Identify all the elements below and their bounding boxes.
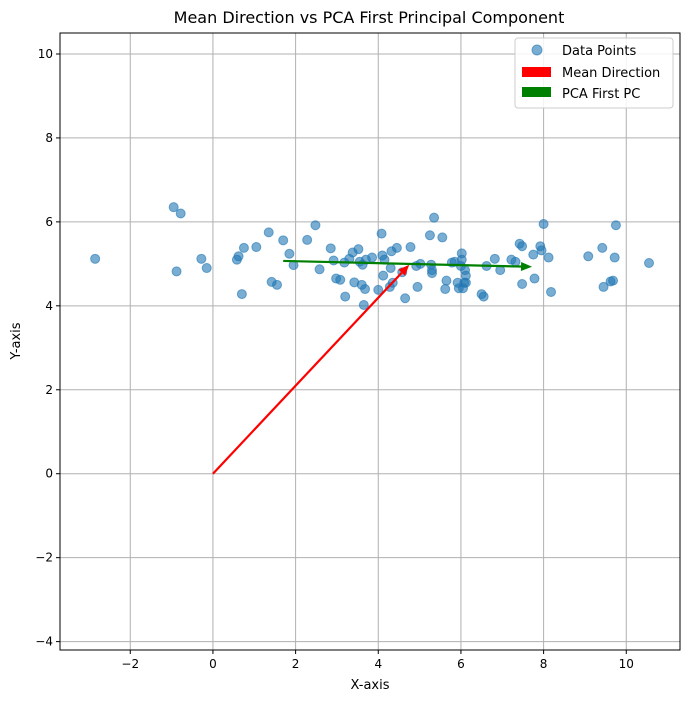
data-point (536, 245, 547, 256)
x-tick-label: 10 (619, 657, 634, 671)
pca-first-pc-arrow-shaft (283, 259, 522, 268)
y-tick-label: 8 (45, 131, 53, 145)
data-point (391, 242, 402, 253)
x-tick-label: 8 (540, 657, 548, 671)
legend-label-pca-first-pc: PCA First PC (562, 87, 640, 102)
data-point (196, 253, 207, 264)
data-point (263, 227, 274, 238)
data-point (412, 281, 423, 292)
data-point (598, 281, 609, 292)
x-tick-label: −2 (121, 657, 139, 671)
data-point (510, 256, 521, 267)
data-point (385, 263, 396, 274)
data-point (272, 279, 282, 290)
data-point (543, 252, 554, 263)
data-point (546, 286, 557, 297)
data-point (644, 258, 654, 269)
y-tick-label: 0 (45, 467, 53, 481)
data-point (373, 284, 384, 295)
data-point (175, 208, 186, 219)
data-point (284, 248, 295, 259)
data-point (538, 218, 549, 229)
data-point (328, 255, 339, 266)
data-point (460, 277, 471, 288)
pca-first-pc-arrow-head (520, 262, 533, 272)
y-tick-label: 2 (45, 383, 53, 397)
data-point (609, 252, 620, 263)
y-tick-label: 4 (45, 299, 53, 313)
y-tick-label: −2 (35, 551, 53, 565)
data-point (456, 248, 467, 259)
data-point (597, 242, 608, 253)
data-point (236, 289, 247, 300)
data-point (610, 220, 621, 231)
data-point (429, 212, 440, 223)
data-point (405, 242, 416, 253)
axis-ticks: −2 0 2 4 6 8 10 −4 −2 0 2 4 6 8 10 (35, 47, 634, 671)
data-point (440, 284, 451, 295)
x-tick-label: 0 (209, 657, 217, 671)
mean-direction-arrow-head (398, 264, 410, 276)
data-point (478, 291, 489, 302)
data-point (201, 263, 212, 274)
data-point (528, 249, 539, 260)
legend-label-data-points: Data Points (562, 44, 636, 59)
data-point (314, 264, 325, 275)
x-tick-label: 2 (292, 657, 300, 671)
data-point (335, 274, 346, 285)
data-point (441, 275, 452, 286)
mean-direction-arrow-shaft (212, 271, 403, 475)
data-point (278, 235, 289, 246)
data-point (583, 251, 594, 262)
data-point (90, 253, 101, 264)
y-tick-label: 10 (38, 47, 53, 61)
data-point (233, 251, 244, 262)
data-point (437, 232, 448, 243)
legend-marker-data-points (531, 44, 543, 56)
data-points (90, 202, 654, 310)
plot-frame (59, 32, 681, 651)
y-tick-label: 6 (45, 215, 53, 229)
data-point (360, 284, 371, 295)
data-point (238, 242, 249, 253)
y-tick-label: −4 (35, 635, 53, 649)
legend-label-mean-direction: Mean Direction (562, 66, 660, 81)
data-point (171, 266, 182, 277)
direction-arrows (212, 259, 533, 475)
data-point (310, 220, 321, 231)
data-point (325, 243, 336, 254)
data-point (367, 252, 378, 263)
grid-lines (60, 33, 680, 650)
data-point (424, 230, 435, 241)
x-tick-label: 4 (374, 657, 382, 671)
data-point (517, 278, 528, 289)
legend-marker-pca-first-pc (522, 87, 551, 97)
data-point (340, 291, 351, 302)
data-point (251, 242, 262, 253)
data-point (376, 228, 387, 239)
data-point (353, 244, 364, 255)
data-point (302, 234, 313, 245)
legend-box (514, 37, 674, 109)
data-point (608, 275, 619, 286)
data-point (517, 241, 528, 252)
data-point (427, 265, 437, 276)
data-point (529, 273, 540, 284)
data-point (400, 293, 411, 304)
legend-marker-mean-direction (522, 67, 551, 77)
data-point (489, 253, 500, 264)
data-point (168, 202, 179, 213)
data-point (358, 299, 369, 310)
chart-title: Mean Direction vs PCA First Principal Co… (174, 8, 565, 27)
x-axis-label: X-axis (351, 678, 390, 693)
x-tick-label: 6 (457, 657, 465, 671)
legend: Data Points Mean Direction PCA First PC (514, 37, 674, 109)
y-axis-label: Y-axis (9, 322, 24, 360)
data-point (378, 270, 389, 281)
